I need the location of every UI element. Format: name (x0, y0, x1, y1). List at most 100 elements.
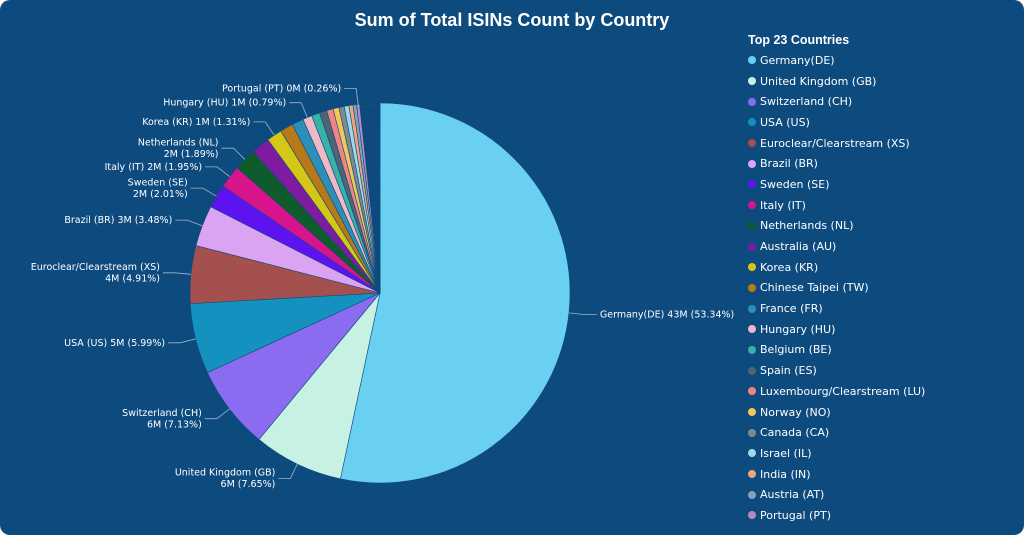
legend-marker-icon (748, 56, 756, 65)
slice-other-40[interactable] (379, 102, 381, 294)
legend-item-brazil-br[interactable]: Brazil (BR) (748, 153, 1018, 174)
legend-label: Brazil (BR) (760, 157, 818, 171)
leader-lines (163, 88, 597, 479)
legend-label: Luxembourg/Clearstream (LU) (760, 384, 926, 398)
data-label-netherlands-nl-line2: 2M (1.89%) (164, 149, 219, 160)
legend-marker-icon (748, 304, 756, 313)
legend-label: France (FR) (760, 302, 823, 316)
legend-marker-icon (748, 242, 756, 251)
slice-germany-de[interactable] (340, 102, 571, 484)
legend-item-canada-ca[interactable]: Canada (CA) (748, 422, 1018, 443)
legend-marker-icon (748, 366, 756, 375)
legend-item-france-fr[interactable]: France (FR) (748, 298, 1018, 319)
legend-items: Germany(DE) United Kingdom (GB) Switzerlan… (748, 50, 1018, 526)
data-label-germany-de: Germany(DE) 43M (53.34%) (600, 310, 734, 321)
legend-item-india-in[interactable]: India (IN) (748, 464, 1018, 485)
legend-label: Hungary (HU) (760, 322, 836, 336)
legend-item-united-kingdom-gb[interactable]: United Kingdom (GB) (748, 71, 1018, 92)
legend-item-luxembourg-clearstream-lu[interactable]: Luxembourg/Clearstream (LU) (748, 381, 1018, 402)
legend-marker-icon (748, 470, 756, 479)
leader-line-hungary-hu (289, 102, 308, 118)
chart-title: Sum of Total ISINs Count by Country (355, 10, 670, 30)
legend-marker-icon (748, 97, 756, 106)
legend-marker-icon (748, 139, 756, 148)
data-label-united-kingdom-gb-line2: 6M (7.65%) (221, 479, 276, 490)
leader-line-italy-it (205, 166, 231, 178)
legend-marker-icon (748, 408, 756, 417)
legend-marker-icon (748, 201, 756, 210)
legend-label: Italy (IT) (760, 198, 806, 212)
legend-label: Chinese Taipei (TW) (760, 281, 869, 295)
legend-label: Sweden (SE) (760, 177, 830, 191)
pie-slices (189, 102, 571, 484)
leader-line-united-kingdom-gb (278, 463, 298, 479)
legend-marker-icon (748, 449, 756, 458)
legend-label: Portugal (PT) (760, 508, 831, 522)
legend-label: Korea (KR) (760, 260, 819, 274)
data-label-euroclear-clearstream-xs-line2: 4M (4.91%) (105, 274, 160, 285)
legend-label: Israel (IL) (760, 446, 812, 460)
legend-item-korea-kr[interactable]: Korea (KR) (748, 257, 1018, 278)
data-labels: Germany(DE) 43M (53.34%) United Kingdom (… (31, 83, 735, 490)
legend-marker-icon (748, 180, 756, 189)
legend-item-israel-il[interactable]: Israel (IL) (748, 443, 1018, 464)
legend: Top 23 Countries Germany(DE) United Kingd… (748, 33, 1018, 526)
legend-item-portugal-pt[interactable]: Portugal (PT) (748, 505, 1018, 526)
legend-item-austria-at[interactable]: Austria (AT) (748, 484, 1018, 505)
data-label-sweden-se-line1: Sweden (SE) (128, 177, 188, 188)
data-label-switzerland-ch-line2: 6M (7.13%) (147, 419, 202, 430)
legend-label: Austria (AT) (760, 488, 825, 502)
legend-label: United Kingdom (GB) (760, 74, 877, 88)
legend-item-usa-us[interactable]: USA (US) (748, 112, 1018, 133)
legend-label: Germany(DE) (760, 53, 835, 67)
legend-label: India (IN) (760, 467, 811, 481)
data-label-switzerland-ch-line1: Switzerland (CH) (122, 408, 202, 419)
data-label-hungary-hu: Hungary (HU) 1M (0.79%) (163, 98, 286, 109)
legend-marker-icon (748, 283, 756, 292)
legend-item-euroclear-clearstream-xs[interactable]: Euroclear/Clearstream (XS) (748, 133, 1018, 154)
data-label-netherlands-nl-line1: Netherlands (NL) (138, 138, 219, 149)
legend-item-italy-it[interactable]: Italy (IT) (748, 195, 1018, 216)
legend-marker-icon (748, 159, 756, 168)
legend-item-germany-de[interactable]: Germany(DE) (748, 50, 1018, 71)
data-label-euroclear-clearstream-xs-line1: Euroclear/Clearstream (XS) (31, 262, 160, 273)
leader-line-sweden-se (190, 187, 217, 197)
legend-marker-icon (748, 118, 756, 127)
legend-item-spain-es[interactable]: Spain (ES) (748, 360, 1018, 381)
leader-line-korea-kr (253, 121, 275, 136)
legend-item-norway-no[interactable]: Norway (NO) (748, 402, 1018, 423)
legend-label: Euroclear/Clearstream (XS) (760, 136, 910, 150)
data-label-brazil-br: Brazil (BR) 3M (3.48%) (64, 215, 172, 226)
leader-line-switzerland-ch (204, 408, 230, 420)
legend-item-australia-au[interactable]: Australia (AU) (748, 236, 1018, 257)
leader-line-netherlands-nl (221, 147, 246, 160)
legend-label: USA (US) (760, 115, 810, 129)
legend-label: Spain (ES) (760, 364, 817, 378)
legend-title: Top 23 Countries (748, 33, 850, 47)
legend-item-netherlands-nl[interactable]: Netherlands (NL) (748, 216, 1018, 237)
legend-marker-icon (748, 325, 756, 334)
leader-line-euroclear-clearstream-xs (163, 272, 191, 275)
leader-line-portugal-pt (344, 88, 359, 105)
legend-item-belgium-be[interactable]: Belgium (BE) (748, 340, 1018, 361)
data-label-sweden-se-line2: 2M (2.01%) (133, 189, 188, 200)
legend-marker-icon (748, 221, 756, 230)
legend-item-chinese-taipei-tw[interactable]: Chinese Taipei (TW) (748, 278, 1018, 299)
legend-marker-icon (748, 77, 756, 86)
leader-line-brazil-br (175, 219, 203, 227)
legend-label: Switzerland (CH) (760, 95, 853, 109)
legend-item-sweden-se[interactable]: Sweden (SE) (748, 174, 1018, 195)
legend-label: Netherlands (NL) (760, 219, 854, 233)
legend-marker-icon (748, 428, 756, 437)
legend-label: Norway (NO) (760, 405, 831, 419)
legend-label: Belgium (BE) (760, 343, 832, 357)
legend-item-hungary-hu[interactable]: Hungary (HU) (748, 319, 1018, 340)
data-label-usa-us: USA (US) 5M (5.99%) (64, 338, 165, 349)
data-label-portugal-pt: Portugal (PT) 0M (0.26%) (222, 83, 341, 94)
data-label-italy-it: Italy (IT) 2M (1.95%) (105, 162, 203, 173)
leader-line-germany-de (568, 312, 597, 316)
leader-line-usa-us (168, 338, 196, 344)
legend-item-switzerland-ch[interactable]: Switzerland (CH) (748, 91, 1018, 112)
legend-marker-icon (748, 511, 756, 520)
